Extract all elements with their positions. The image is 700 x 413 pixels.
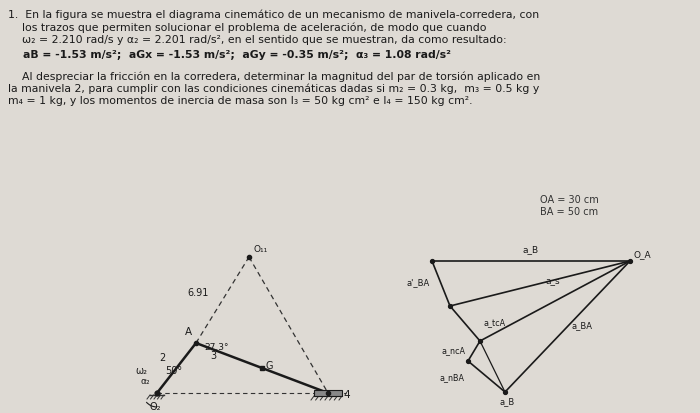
Text: 50°: 50°	[165, 366, 182, 376]
Text: a_tcA: a_tcA	[483, 318, 505, 328]
Text: O₁₁: O₁₁	[253, 245, 267, 254]
Text: 4: 4	[343, 390, 349, 400]
Bar	[314, 390, 342, 396]
Text: BA = 50 cm: BA = 50 cm	[540, 207, 598, 217]
Text: 2: 2	[159, 353, 165, 363]
Text: a_s: a_s	[545, 276, 559, 285]
Text: G: G	[266, 361, 274, 371]
Text: Al despreciar la fricción en la corredera, determinar la magnitud del par de tor: Al despreciar la fricción en la correder…	[8, 71, 540, 81]
Text: O₂: O₂	[149, 402, 161, 412]
Text: 3: 3	[210, 351, 216, 361]
Text: a_nBA: a_nBA	[440, 373, 465, 382]
Text: 27.3°: 27.3°	[204, 344, 228, 353]
Text: la manivela 2, para cumplir con las condiciones cinemáticas dadas si m₂ = 0.3 kg: la manivela 2, para cumplir con las cond…	[8, 83, 539, 94]
Text: aB = -1.53 m/s²;  aGx = -1.53 m/s²;  aGy = -0.35 m/s²;  α₃ = 1.08 rad/s²: aB = -1.53 m/s²; aGx = -1.53 m/s²; aGy =…	[8, 50, 451, 60]
Text: 6.91: 6.91	[187, 288, 209, 298]
Text: α₂: α₂	[140, 377, 150, 385]
Text: 1.  En la figura se muestra el diagrama cinemático de un mecanismo de manivela-c: 1. En la figura se muestra el diagrama c…	[8, 10, 539, 21]
Text: a'_BA: a'_BA	[407, 278, 430, 287]
Text: a_ncA: a_ncA	[442, 347, 466, 356]
Text: A: A	[185, 327, 192, 337]
Text: a_B: a_B	[523, 245, 539, 254]
Text: ω₂: ω₂	[135, 366, 147, 376]
Text: ω₂ = 2.210 rad/s y α₂ = 2.201 rad/s², en el sentido que se muestran, da como res: ω₂ = 2.210 rad/s y α₂ = 2.201 rad/s², en…	[8, 35, 507, 45]
Text: a_B: a_B	[499, 397, 514, 406]
Text: m₄ = 1 kg, y los momentos de inercia de masa son I₃ = 50 kg cm² e I₄ = 150 kg cm: m₄ = 1 kg, y los momentos de inercia de …	[8, 96, 472, 106]
Text: O_A: O_A	[633, 250, 650, 259]
Text: OA = 30 cm: OA = 30 cm	[540, 195, 598, 205]
Text: a_BA: a_BA	[572, 321, 593, 330]
Text: los trazos que permiten solucionar el problema de aceleración, de modo que cuand: los trazos que permiten solucionar el pr…	[8, 22, 486, 33]
